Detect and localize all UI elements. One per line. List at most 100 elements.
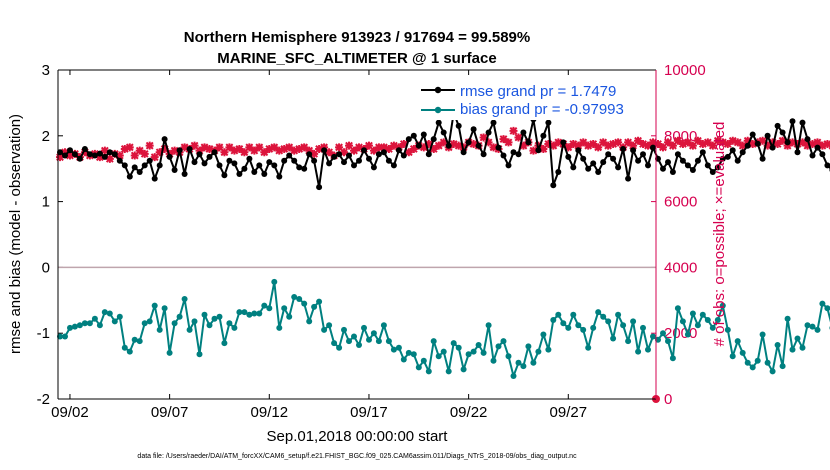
obs-evaluated-marker (758, 136, 767, 145)
y-left-tick-label: -2 (37, 391, 50, 408)
rmse-point (171, 167, 178, 173)
rmse-point (794, 149, 801, 156)
bias-point (425, 368, 432, 375)
obs-evaluated-marker (155, 148, 164, 157)
obs-evaluated-marker (673, 136, 682, 145)
bias-point (679, 318, 686, 325)
obs-evaluated-marker (305, 146, 314, 155)
rmse-point (336, 151, 343, 158)
x-tick-label: 09/27 (550, 404, 588, 421)
bias-point (689, 310, 696, 317)
rmse-point (296, 164, 303, 171)
legend: rmse grand pr = 1.7479 bias grand pr = -… (416, 80, 652, 120)
rmse-point (595, 169, 602, 175)
obs-evaluated-marker (649, 138, 658, 147)
bias-point (141, 320, 148, 327)
rmse-point (76, 155, 83, 162)
rmse-point (739, 149, 746, 156)
y-left-tick-label: 3 (42, 62, 50, 79)
obs-evaluated-marker (230, 146, 239, 155)
rmse-point (660, 165, 666, 172)
bias-point (794, 335, 801, 342)
x-tick-label: 09/17 (350, 404, 388, 421)
rmse-point (341, 159, 347, 166)
obs-evaluated-marker (200, 143, 209, 152)
rmse-point (131, 164, 138, 171)
obs-evaluated-marker (688, 141, 697, 150)
obs-evaluated-marker (240, 148, 249, 157)
bias-point (380, 322, 387, 329)
obs-evaluated-marker (454, 141, 463, 150)
x-tick-label: 09/07 (151, 404, 189, 421)
bias-point (216, 313, 223, 320)
rmse-point (206, 153, 213, 160)
rmse-point (356, 157, 362, 164)
bias-point (76, 322, 83, 329)
rmse-point (67, 147, 73, 154)
rmse-point (385, 157, 392, 164)
bias-point (96, 322, 103, 329)
bias-point (186, 326, 193, 333)
bias-point (116, 313, 123, 320)
obs-evaluated-marker (594, 143, 603, 152)
rmse-point (395, 147, 402, 154)
bias-point (550, 317, 557, 323)
rmse-point (261, 171, 268, 177)
bias-point (694, 322, 701, 329)
bias-point (410, 351, 417, 358)
bias-point (176, 313, 183, 320)
obs-evaluated-marker (693, 136, 702, 145)
bias-point (136, 338, 143, 345)
rmse-point (570, 164, 577, 171)
bias-point (590, 324, 597, 331)
rmse-point (500, 152, 507, 159)
obs-evaluated-marker (140, 149, 149, 158)
bias-point (565, 324, 572, 331)
obs-evaluated-marker (275, 146, 284, 155)
obs-evaluated-marker (424, 140, 433, 149)
chart-title: Northern Hemisphere 913923 / 917694 = 99… (184, 29, 530, 46)
y-right-tick-label: 6000 (664, 194, 697, 211)
bias-point (505, 353, 512, 360)
obs-evaluated-marker (554, 138, 563, 147)
obs-evaluated-marker (125, 143, 134, 152)
obs-evaluated-marker (748, 140, 757, 149)
bias-point (540, 331, 547, 338)
obs-evaluated-marker (629, 141, 638, 150)
rmse-point (665, 159, 671, 166)
obs-evaluated-marker (544, 140, 553, 149)
bias-point (784, 315, 791, 322)
obs-evaluated-marker (379, 143, 388, 152)
obs-evaluated-marker (220, 148, 229, 157)
bias-point (580, 326, 587, 333)
obs-evaluated-marker (738, 141, 747, 150)
obs-evaluated-marker (683, 138, 692, 147)
rmse-point (81, 146, 88, 152)
bias-point (615, 311, 622, 318)
bias-point (211, 315, 218, 322)
obs-evaluated-marker (783, 141, 792, 150)
rmse-point (286, 152, 293, 159)
rmse-point (729, 147, 736, 154)
rmse-point (201, 160, 208, 167)
rmse-point (615, 164, 622, 171)
obs-evaluated-marker (409, 144, 418, 153)
rmse-point (724, 153, 731, 160)
obs-evaluated-marker (404, 148, 413, 157)
bias-point (804, 322, 811, 329)
bias-point (106, 310, 113, 317)
rmse-point (475, 142, 482, 149)
rmse-point (126, 173, 133, 180)
obs-evaluated-marker (205, 144, 214, 153)
rmse-point (620, 146, 627, 152)
obs-evaluated-marker (708, 141, 717, 150)
rmse-point (684, 162, 691, 169)
y-left-tick-label: 0 (42, 259, 50, 276)
bias-point (749, 364, 756, 371)
bias-point (156, 326, 163, 333)
rmse-point (96, 150, 103, 157)
obs-evaluated-marker (569, 140, 578, 149)
bias-point (625, 338, 632, 345)
obs-evaluated-marker (818, 141, 827, 150)
